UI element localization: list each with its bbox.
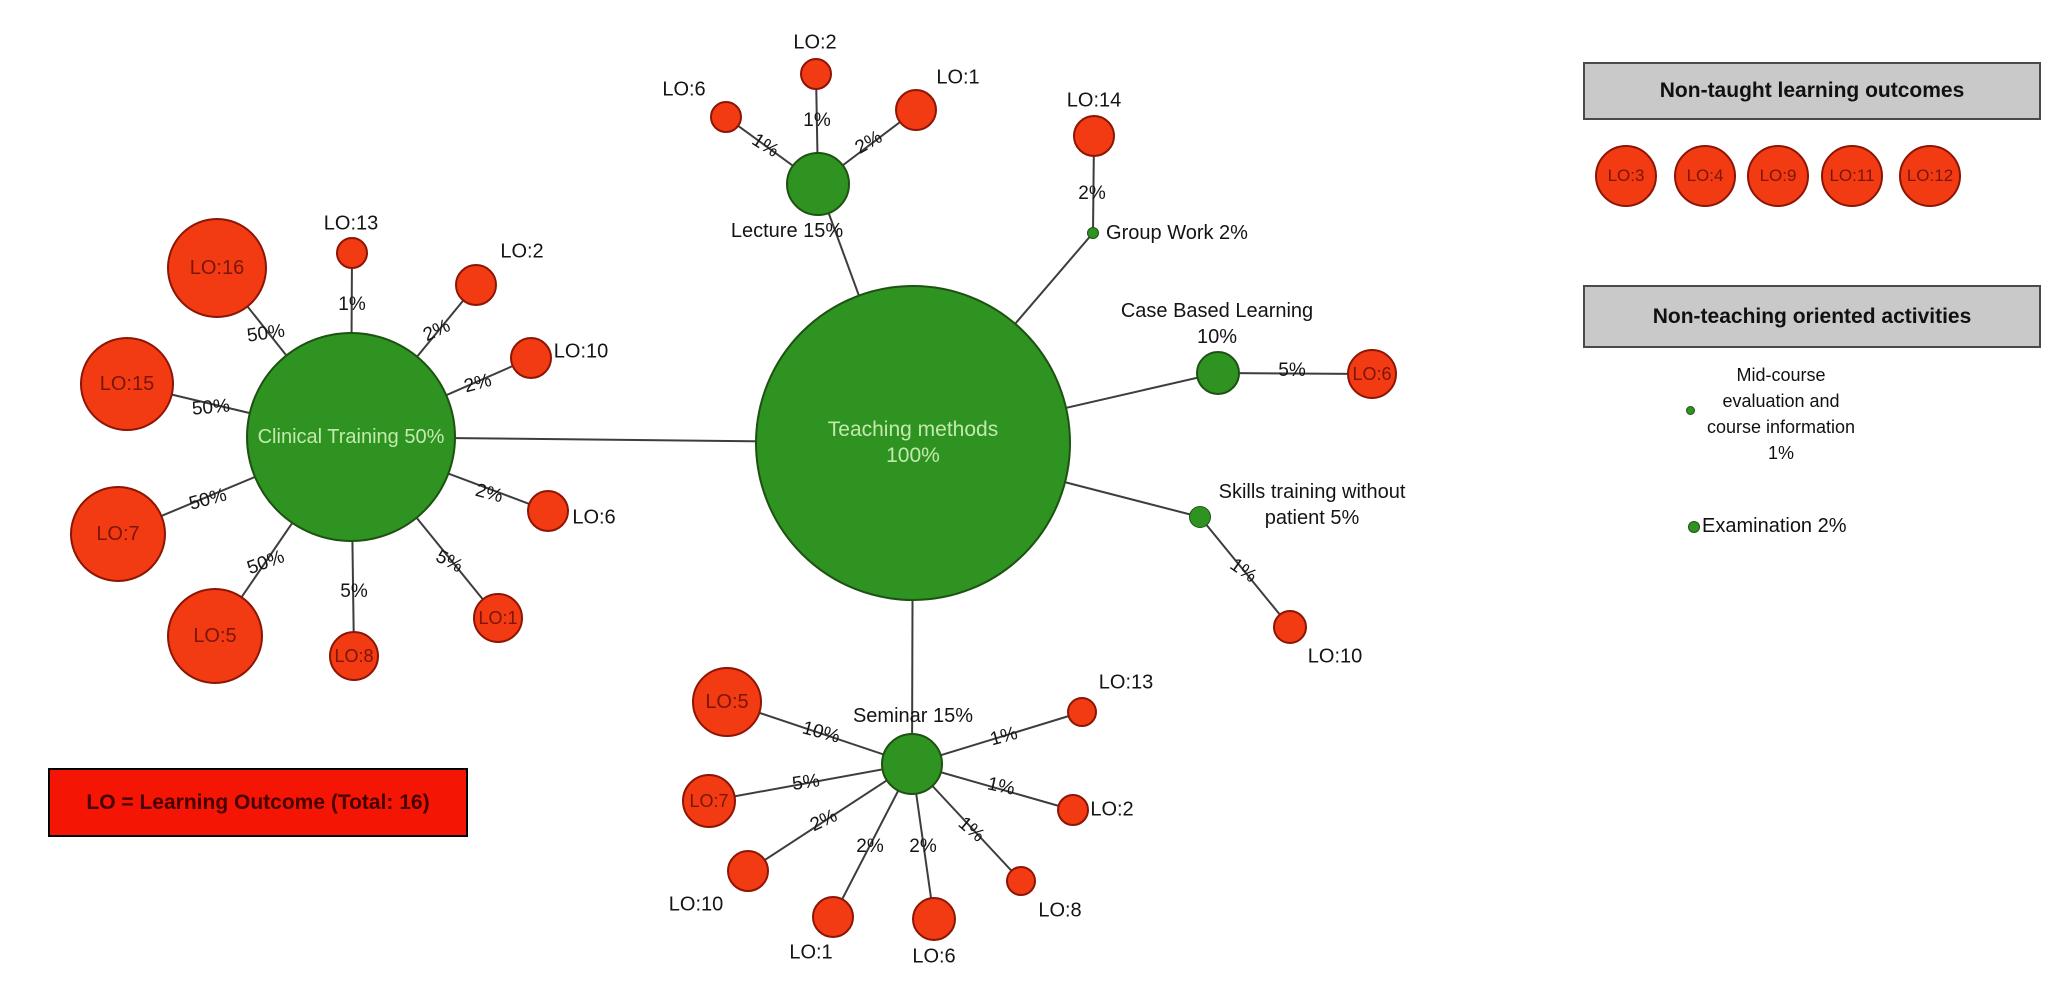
label-sem-lo13: LO:13 [1098, 671, 1154, 694]
examination-label: Examination 2% [1702, 515, 1847, 537]
legend-outcome-circle-LO4: LO:4 [1674, 145, 1736, 207]
node-ct-lo15: LO:15 [80, 337, 174, 431]
label-st-lo10: LO:10 [1307, 645, 1363, 668]
node-clinical-training: Clinical Training 50% [246, 332, 456, 542]
node-sem-lo8 [1006, 866, 1036, 896]
edge-label-clinical-training-ct-lo15: 50% [191, 395, 231, 420]
label-ct-lo13: LO:13 [323, 212, 379, 235]
label-lec-lo6: LO:6 [662, 78, 706, 101]
edge-label-seminar-sem-lo1: 2% [856, 836, 884, 858]
legend-outcome-circle-LO9: LO:9 [1747, 145, 1809, 207]
node-ct-lo10 [510, 337, 552, 379]
node-lec-lo1 [895, 89, 937, 131]
node-ct-lo13 [336, 237, 368, 269]
label-sem-lo10: LO:10 [668, 893, 724, 916]
legend-non-teaching-title: Non-teaching oriented activities [1652, 304, 1972, 328]
edge-case-based-learning-cbl-lo6 [1217, 372, 1373, 375]
label-lec-lo2: LO:2 [793, 31, 837, 54]
legend-outcome-circle-LO3: LO:3 [1595, 145, 1657, 207]
node-ct-lo6 [527, 490, 569, 532]
node-teaching-methods: Teaching methods 100% [755, 285, 1071, 601]
midcourse-dot-icon [1686, 406, 1695, 415]
label-ct-lo10: LO:10 [553, 340, 609, 363]
node-sem-lo6 [912, 897, 956, 941]
label-lecture: Lecture 15% [730, 220, 844, 242]
node-cbl-lo6: LO:6 [1347, 349, 1397, 399]
edge-label-group-work-gw-lo14: 2% [1078, 183, 1106, 205]
label-ct-lo6: LO:6 [572, 506, 616, 529]
label-ct-lo2: LO:2 [500, 240, 544, 263]
edge-skills-training-st-lo10 [1199, 516, 1291, 628]
examination-dot-icon [1688, 521, 1700, 533]
node-sem-lo10 [727, 850, 769, 892]
node-sem-lo5: LO:5 [692, 667, 762, 737]
node-gw-lo14 [1073, 115, 1115, 157]
label-sem-lo1: LO:1 [789, 941, 833, 964]
node-ct-lo7: LO:7 [70, 486, 166, 582]
lo-abbreviation-note-text: LO = Learning Outcome (Total: 16) [86, 790, 430, 814]
label-lec-lo1: LO:1 [936, 66, 980, 89]
node-st-lo10 [1273, 610, 1307, 644]
legend-outcome-circle-LO11: LO:11 [1821, 145, 1883, 207]
node-skills-training [1189, 506, 1211, 528]
node-group-work [1087, 227, 1099, 239]
legend-non-taught-box: Non-taught learning outcomes [1583, 62, 2041, 120]
node-case-based-learning [1196, 351, 1240, 395]
label-seminar: Seminar 15% [852, 705, 974, 727]
node-ct-lo2 [455, 264, 497, 306]
edge-label-clinical-training-ct-lo8: 5% [340, 581, 368, 603]
node-sem-lo1 [812, 896, 854, 938]
edge-label-case-based-learning-cbl-lo6: 5% [1278, 360, 1306, 382]
edge-seminar-sem-lo10 [747, 763, 913, 872]
label-sem-lo8: LO:8 [1038, 899, 1082, 922]
node-ct-lo1: LO:1 [473, 593, 523, 643]
label-group-work: Group Work 2% [1106, 222, 1248, 244]
edge-label-seminar-sem-lo6: 2% [909, 836, 937, 858]
label-skills-training: Skills training without patient 5% [1218, 481, 1406, 529]
edge-seminar-sem-lo7 [708, 763, 913, 802]
node-sem-lo7: LO:7 [682, 774, 736, 828]
edge-label-lecture-lec-lo2: 1% [803, 110, 831, 132]
node-ct-lo16: LO:16 [167, 218, 267, 318]
lo-abbreviation-note: LO = Learning Outcome (Total: 16) [48, 768, 468, 837]
legend-non-taught-title: Non-taught learning outcomes [1659, 79, 1965, 102]
node-lecture [786, 152, 850, 216]
label-gw-lo14: LO:14 [1066, 89, 1122, 112]
edge-label-clinical-training-ct-lo13: 1% [338, 294, 366, 316]
node-seminar [881, 733, 943, 795]
midcourse-label: Mid-course evaluation and course informa… [1706, 365, 1856, 463]
legend-outcome-circle-LO12: LO:12 [1899, 145, 1961, 207]
node-sem-lo13 [1067, 697, 1097, 727]
label-case-based-learning: Case Based Learning 10% [1120, 300, 1314, 348]
node-lec-lo2 [800, 58, 832, 90]
node-ct-lo8: LO:8 [329, 631, 379, 681]
node-lec-lo6 [710, 101, 742, 133]
node-sem-lo2 [1057, 794, 1089, 826]
label-sem-lo6: LO:6 [912, 945, 956, 968]
legend-non-teaching-box: Non-teaching oriented activities [1583, 285, 2041, 348]
edge-label-seminar-sem-lo7: 5% [790, 770, 822, 795]
label-sem-lo2: LO:2 [1090, 798, 1134, 821]
node-ct-lo5: LO:5 [167, 588, 263, 684]
